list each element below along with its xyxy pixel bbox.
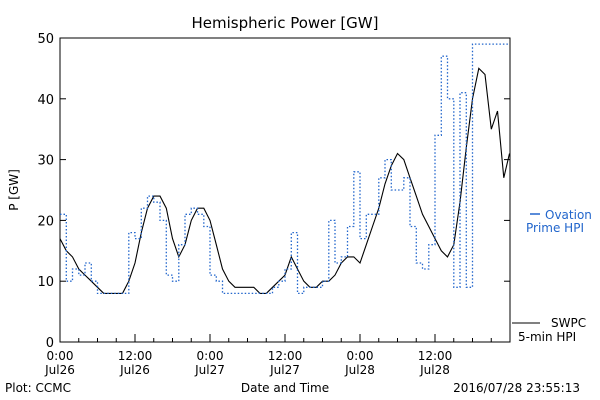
x-tick-label-date: Jul27 (194, 363, 225, 377)
series-layer (59, 43, 511, 295)
y-tick-label: 50 (37, 32, 54, 47)
legend-ovation: Ovation Prime HPI (526, 208, 592, 235)
x-tick-label: 12:00 (118, 349, 153, 363)
plot-frame (59, 37, 511, 343)
chart-title: Hemispheric Power [GW] (192, 14, 379, 32)
legend-swpc-name-line2: 5-min HPI (518, 330, 576, 344)
y-tick-label: 0 (46, 336, 54, 351)
x-tick-label-date: Jul28 (344, 363, 375, 377)
x-axis-label: Date and Time (241, 381, 329, 395)
footer-timestamp: 2016/07/28 23:55:13 (453, 381, 580, 395)
legend-swpc: SWPC 5-min HPI (512, 316, 586, 344)
x-tick-label-date: Jul26 (119, 363, 150, 377)
x-axis: 0:00Jul2612:00Jul260:00Jul2712:00Jul270:… (44, 334, 492, 377)
x-tick-label: 12:00 (268, 349, 303, 363)
x-tick-label: 0:00 (47, 349, 74, 363)
legend-swpc-name: SWPC (551, 316, 586, 330)
x-tick-label-date: Jul26 (44, 363, 75, 377)
footer-source: Plot: CCMC (5, 381, 71, 395)
legend-ovation-name-line2: Prime HPI (526, 221, 584, 235)
x-tick-label: 12:00 (418, 349, 453, 363)
y-axis-label: P [GW] (7, 169, 21, 211)
x-tick-label-date: Jul28 (419, 363, 450, 377)
x-tick-label-date: Jul27 (269, 363, 300, 377)
x-tick-label: 0:00 (197, 349, 224, 363)
legend-ovation-name: Ovation (545, 208, 592, 222)
x-tick-label: 0:00 (347, 349, 374, 363)
series-swpc-line (59, 67, 511, 294)
y-tick-label: 40 (37, 93, 54, 108)
series-ovation-line (60, 43, 510, 295)
y-tick-label: 30 (37, 154, 54, 169)
y-axis: 0 10 20 30 40 50 (37, 32, 510, 351)
y-tick-label: 10 (37, 275, 54, 290)
y-tick-label: 20 (37, 214, 54, 229)
